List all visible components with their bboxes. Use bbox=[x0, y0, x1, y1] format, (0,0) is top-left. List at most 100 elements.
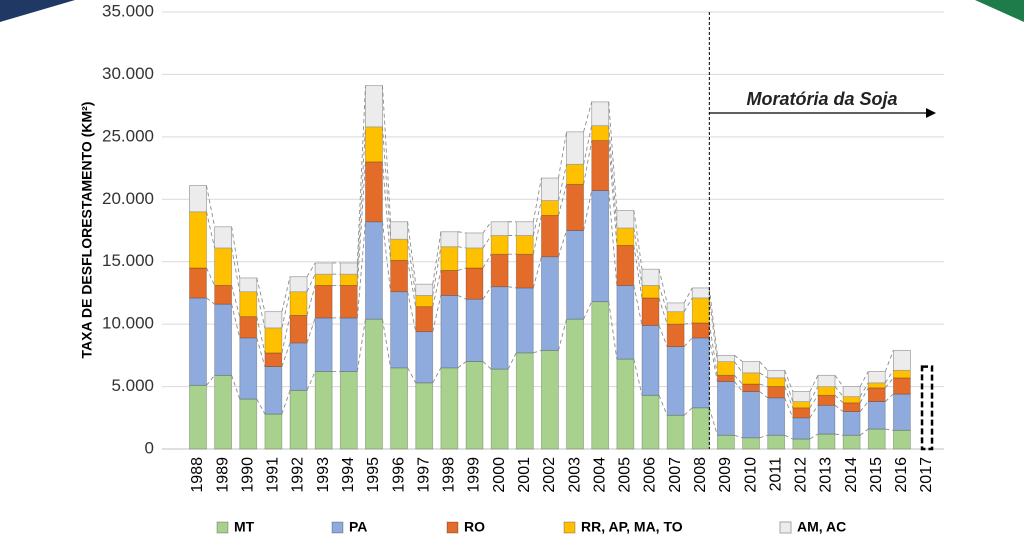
bar-segment bbox=[892, 369, 911, 379]
connector-line bbox=[256, 398, 266, 415]
connector-line bbox=[658, 395, 668, 416]
bar-segment bbox=[591, 101, 610, 127]
connector-line bbox=[734, 434, 743, 439]
x-tick-label: 1988 bbox=[189, 457, 206, 493]
bar-segment bbox=[490, 221, 509, 236]
bar-segment bbox=[742, 437, 760, 450]
bar-segment bbox=[239, 337, 258, 400]
bar-segment bbox=[817, 394, 836, 406]
legend-swatch bbox=[331, 521, 344, 534]
connector-line bbox=[859, 371, 869, 387]
bar-segment bbox=[490, 286, 509, 370]
connector-line bbox=[482, 221, 492, 234]
bar-segment bbox=[717, 361, 735, 376]
bar-segment bbox=[239, 291, 258, 318]
connector-line bbox=[281, 276, 291, 312]
y-axis-title: TAXA DE DESFLORESTAMENTO (KM²) bbox=[79, 102, 95, 359]
bar-segment bbox=[440, 295, 459, 369]
bar-segment bbox=[717, 434, 735, 450]
bar-segment bbox=[541, 256, 559, 351]
bar-segment bbox=[641, 268, 660, 286]
connector-line bbox=[231, 226, 241, 279]
bar-segment bbox=[314, 371, 333, 450]
bar-segment bbox=[691, 407, 710, 450]
connector-line bbox=[834, 404, 844, 412]
connector-line bbox=[356, 319, 366, 372]
bar-segment bbox=[767, 369, 786, 379]
x-tick-label: 1996 bbox=[390, 457, 407, 493]
connector-line bbox=[885, 428, 894, 431]
legend-swatch bbox=[216, 521, 229, 534]
bar-segment bbox=[767, 377, 786, 387]
connector-line bbox=[784, 434, 794, 440]
connector-line bbox=[784, 370, 794, 392]
bar-segment bbox=[691, 337, 710, 409]
connector-line bbox=[809, 386, 819, 402]
legend-swatch bbox=[446, 521, 459, 534]
bar-segment bbox=[566, 131, 584, 165]
bar-segment bbox=[465, 247, 484, 269]
connector-line bbox=[382, 85, 392, 222]
y-tick-label: 15.000 bbox=[102, 251, 154, 270]
bar-segment bbox=[189, 211, 207, 269]
connector-line bbox=[809, 405, 819, 419]
bar-segment bbox=[365, 221, 383, 320]
legend-swatch bbox=[563, 521, 576, 534]
connector-line bbox=[256, 277, 266, 312]
x-tick-label: 1995 bbox=[365, 457, 382, 493]
bar-segment bbox=[892, 393, 911, 431]
x-tick-label: 1998 bbox=[441, 457, 458, 493]
bar-segment bbox=[541, 177, 559, 201]
bar-segment bbox=[390, 260, 408, 293]
connector-line bbox=[859, 382, 869, 397]
bar-segment bbox=[842, 434, 861, 450]
connector-line bbox=[809, 433, 819, 440]
x-tick-label: 2015 bbox=[868, 457, 885, 493]
bar-segment bbox=[616, 210, 635, 229]
bar-segment bbox=[189, 185, 207, 213]
x-tick-label: 2002 bbox=[541, 457, 558, 493]
bar-segment bbox=[717, 374, 735, 382]
bar-segment bbox=[239, 316, 258, 339]
connector-line bbox=[683, 337, 693, 347]
connector-line bbox=[734, 361, 743, 374]
connector-line bbox=[206, 185, 216, 227]
connector-line bbox=[734, 355, 743, 362]
bar-segment bbox=[264, 413, 283, 450]
connector-line bbox=[834, 386, 844, 397]
bar-segment bbox=[264, 311, 283, 329]
bar-segment bbox=[842, 402, 861, 412]
connector-line bbox=[457, 231, 467, 234]
y-tick-label: 5.000 bbox=[111, 376, 154, 395]
bar-segment bbox=[339, 317, 358, 372]
bar-segment bbox=[641, 324, 660, 396]
bar-segment bbox=[264, 327, 283, 354]
bar-segment bbox=[591, 125, 610, 142]
bar-segment bbox=[289, 276, 308, 293]
bar-segment bbox=[189, 267, 207, 299]
connector-line bbox=[532, 200, 542, 236]
bar-segment bbox=[742, 391, 760, 439]
bar-segment bbox=[440, 367, 459, 450]
x-tick-label: 2017 bbox=[918, 457, 935, 493]
connector-line bbox=[608, 125, 618, 229]
connector-line bbox=[759, 434, 768, 439]
connector-line bbox=[407, 239, 417, 296]
connector-line bbox=[759, 391, 768, 399]
bar-segment bbox=[214, 285, 233, 305]
connector-line bbox=[558, 230, 567, 257]
connector-line bbox=[231, 285, 241, 317]
x-tick-label: 2012 bbox=[793, 457, 810, 493]
connector-line bbox=[583, 140, 593, 185]
bar-segment bbox=[415, 283, 434, 296]
x-tick-label: 2001 bbox=[516, 457, 533, 493]
bar-segment bbox=[541, 349, 559, 450]
annotation-text: Moratória da Soja bbox=[746, 89, 897, 109]
bar-segment bbox=[339, 262, 358, 275]
connector-line bbox=[608, 190, 618, 286]
connector-line bbox=[256, 291, 266, 328]
bar-segment bbox=[465, 298, 484, 362]
bar-segment bbox=[490, 368, 509, 450]
bar-segment bbox=[239, 277, 258, 293]
